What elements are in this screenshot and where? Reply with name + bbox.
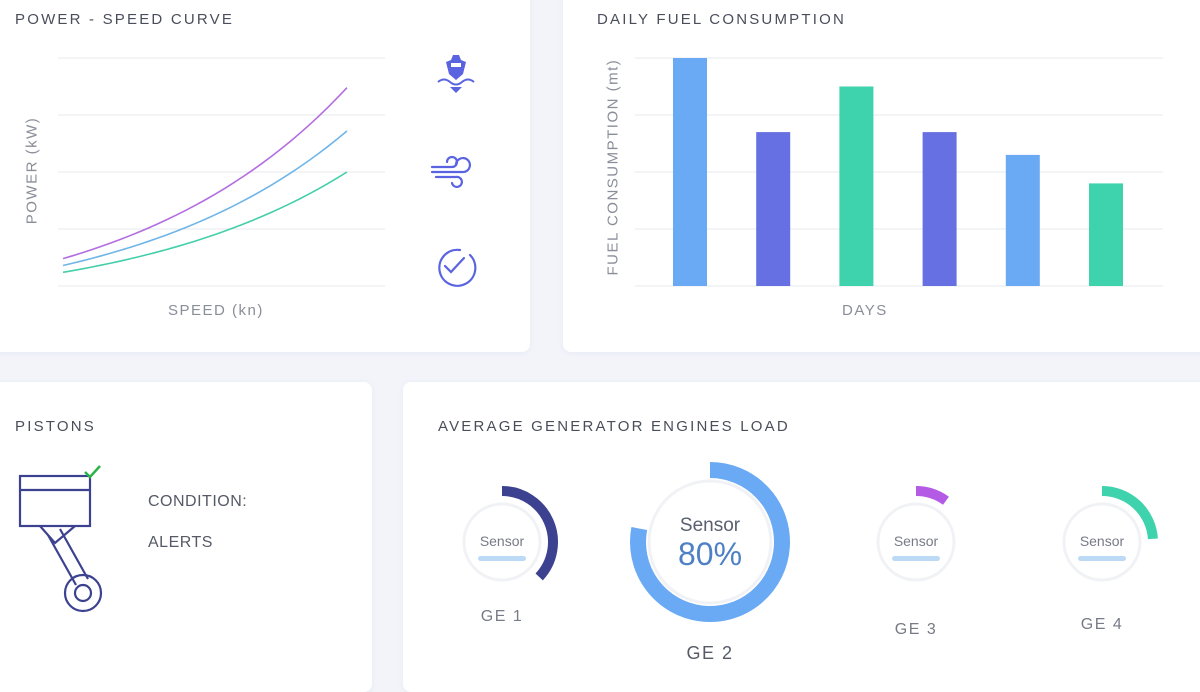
fuel-axis-label: FUEL CONSUMPTION (mt) xyxy=(604,58,622,276)
bar-day-1[interactable] xyxy=(673,58,707,286)
sensor-label: Sensor xyxy=(1079,533,1125,549)
bar-day-5[interactable] xyxy=(1005,154,1040,286)
power-icons xyxy=(430,55,477,287)
power-speed-card: POWER - SPEED CURVE POWER (kW) SPEED (kn… xyxy=(0,0,530,352)
ship-icon xyxy=(437,55,475,93)
generator-load-card: AVERAGE GENERATOR ENGINES LOAD Sensor GE … xyxy=(403,382,1200,692)
bar-day-6[interactable] xyxy=(1089,183,1123,286)
sensor-bar xyxy=(892,556,940,561)
gauge-arc-ge4 xyxy=(1101,486,1158,540)
sensor-bar xyxy=(1078,556,1126,561)
condition-label: CONDITION: xyxy=(148,493,248,510)
pistons-title: PISTONS xyxy=(15,418,96,435)
power-curve-1 xyxy=(62,87,348,260)
gauge-face xyxy=(462,502,542,582)
fuel-bar-chart xyxy=(635,57,1163,287)
sensor-bar xyxy=(478,556,526,561)
sensor-label: Sensor xyxy=(893,533,939,549)
piston-icon xyxy=(18,465,103,613)
ge-label: GE 1 xyxy=(480,608,524,625)
ge-label: GE 2 xyxy=(686,643,734,663)
days-axis-label: DAYS xyxy=(842,302,888,319)
ge2-load-value: 80% xyxy=(677,536,743,572)
gauge-arc-ge3 xyxy=(915,486,949,505)
ge-label: GE 3 xyxy=(894,621,938,638)
alerts-label: ALERTS xyxy=(148,534,213,551)
generator-gauges xyxy=(462,462,1158,622)
power-curve-2 xyxy=(62,130,348,267)
power-speed-title: POWER - SPEED CURVE xyxy=(15,11,235,28)
check-circle-icon xyxy=(438,248,477,287)
bar-day-3[interactable] xyxy=(839,86,874,287)
sensor-label: Sensor xyxy=(479,533,525,549)
gauge-face xyxy=(647,479,773,605)
check-icon xyxy=(84,465,101,479)
gauge-face xyxy=(876,502,956,582)
fuel-chart-title: DAILY FUEL CONSUMPTION xyxy=(597,11,846,28)
power-axis-label: POWER (kW) xyxy=(23,116,41,225)
gauge-arc-ge2 xyxy=(630,462,790,622)
pistons-card: PISTONS CONDITION: ALERTS xyxy=(0,382,372,692)
bar-day-2[interactable] xyxy=(756,132,791,286)
gauge-arc-ge1 xyxy=(501,486,558,581)
generator-title: AVERAGE GENERATOR ENGINES LOAD xyxy=(438,418,790,435)
speed-axis-label: SPEED (kn) xyxy=(168,302,264,319)
sensor-label: Sensor xyxy=(679,515,741,536)
power-curve-3 xyxy=(62,171,348,274)
bar-day-4[interactable] xyxy=(922,132,957,286)
gauge-face xyxy=(1062,502,1142,582)
wind-icon xyxy=(430,155,471,188)
ge-label: GE 4 xyxy=(1080,616,1124,633)
power-speed-plot xyxy=(58,57,385,287)
fuel-consumption-card: DAILY FUEL CONSUMPTION FUEL CONSUMPTION … xyxy=(563,0,1200,352)
